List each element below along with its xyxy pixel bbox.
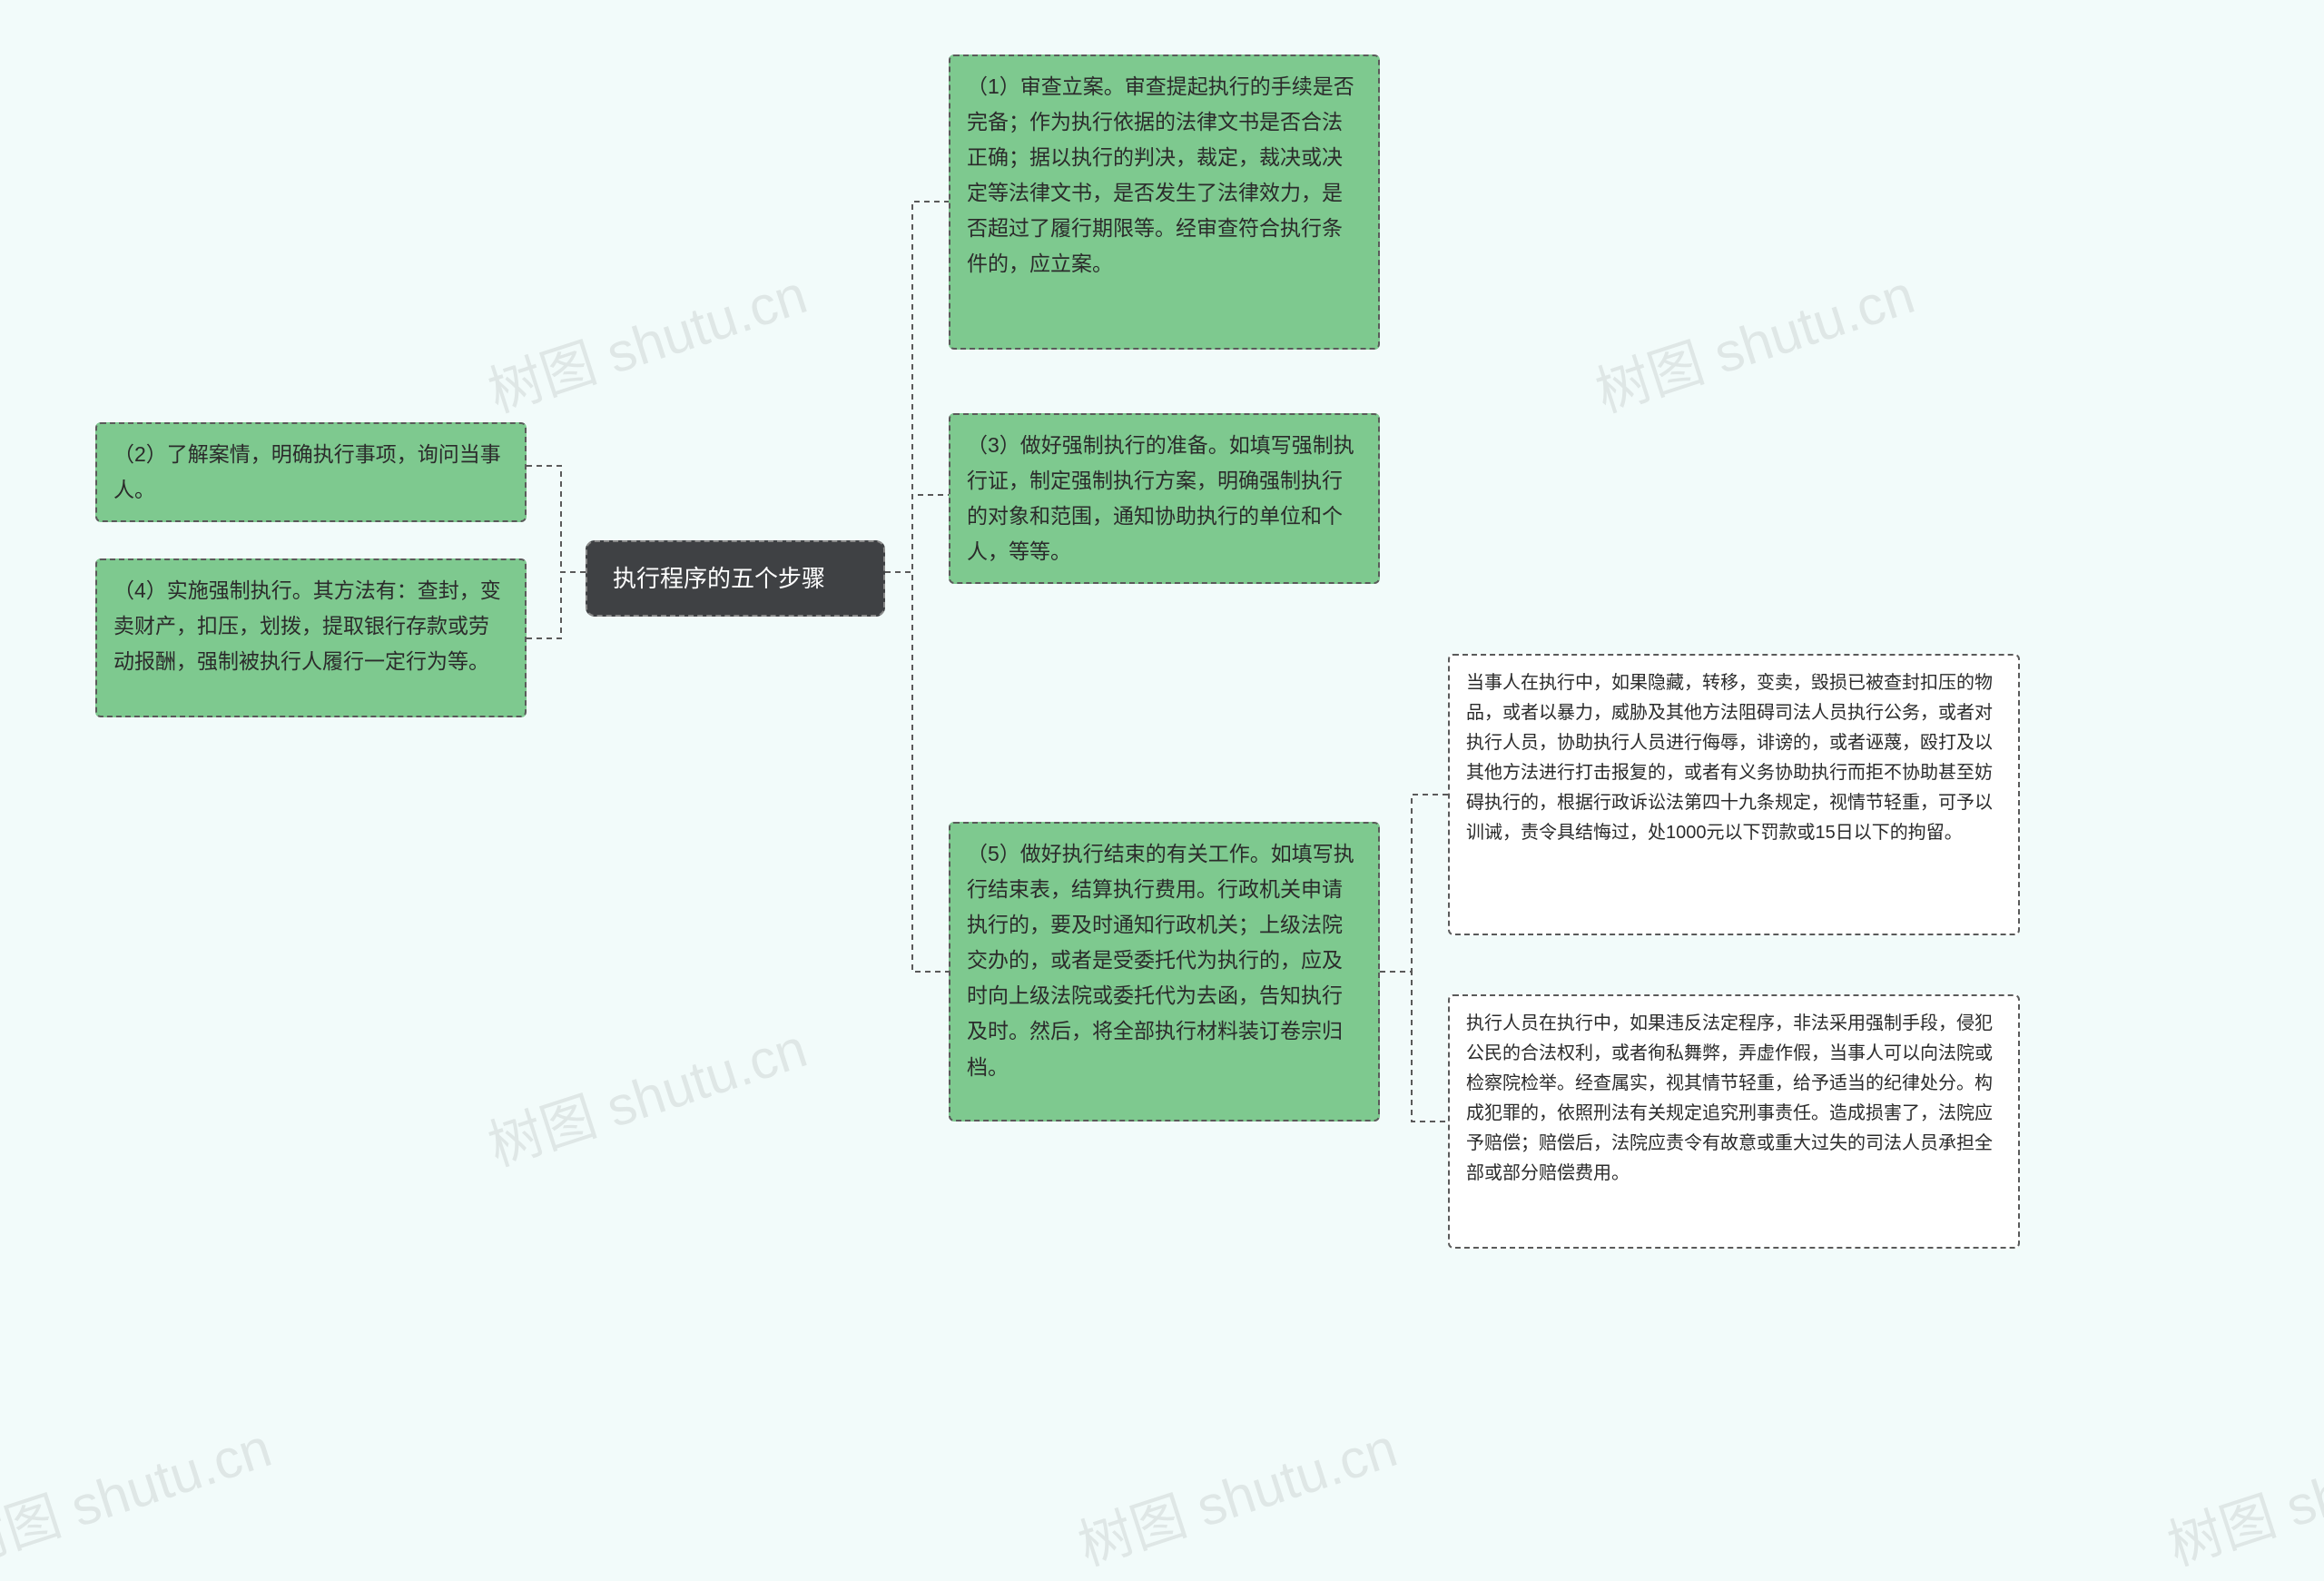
connector (885, 495, 949, 572)
watermark-text: 树图 shutu.cn (1067, 1404, 1405, 1581)
watermark-text: 树图 shutu.cn (2156, 1404, 2324, 1581)
connector (1380, 972, 1448, 1122)
center-node[interactable]: 执行程序的五个步骤 (586, 540, 885, 617)
watermark-text: 树图 shutu.cn (477, 251, 815, 428)
watermark-text: 树图 shutu.cn (1584, 251, 1923, 428)
connector (527, 466, 586, 572)
watermark-text: 树图 shutu.cn (477, 1004, 815, 1181)
connector (885, 572, 949, 972)
mindmap-canvas: 树图 shutu.cn树图 shutu.cn树图 shutu.cn树图 shut… (0, 0, 2324, 1477)
node-step-2[interactable]: （2）了解案情，明确执行事项，询问当事人。 (95, 422, 527, 522)
connector (885, 202, 949, 572)
node-step-5-detail-b[interactable]: 执行人员在执行中，如果违反法定程序，非法采用强制手段，侵犯公民的合法权利，或者徇… (1448, 994, 2020, 1249)
node-step-3[interactable]: （3）做好强制执行的准备。如填写强制执行证，制定强制执行方案，明确强制执行的对象… (949, 413, 1380, 584)
node-step-4[interactable]: （4）实施强制执行。其方法有：查封，变卖财产，扣压，划拨，提取银行存款或劳动报酬… (95, 558, 527, 717)
connector (527, 572, 586, 638)
watermark-text: 树图 shutu.cn (0, 1404, 280, 1581)
node-step-5[interactable]: （5）做好执行结束的有关工作。如填写执行结束表，结算执行费用。行政机关申请执行的… (949, 822, 1380, 1122)
connector (1380, 795, 1448, 972)
node-step-5-detail-a[interactable]: 当事人在执行中，如果隐藏，转移，变卖，毁损已被查封扣压的物品，或者以暴力，威胁及… (1448, 654, 2020, 935)
node-step-1[interactable]: （1）审查立案。审查提起执行的手续是否完备；作为执行依据的法律文书是否合法正确；… (949, 54, 1380, 350)
